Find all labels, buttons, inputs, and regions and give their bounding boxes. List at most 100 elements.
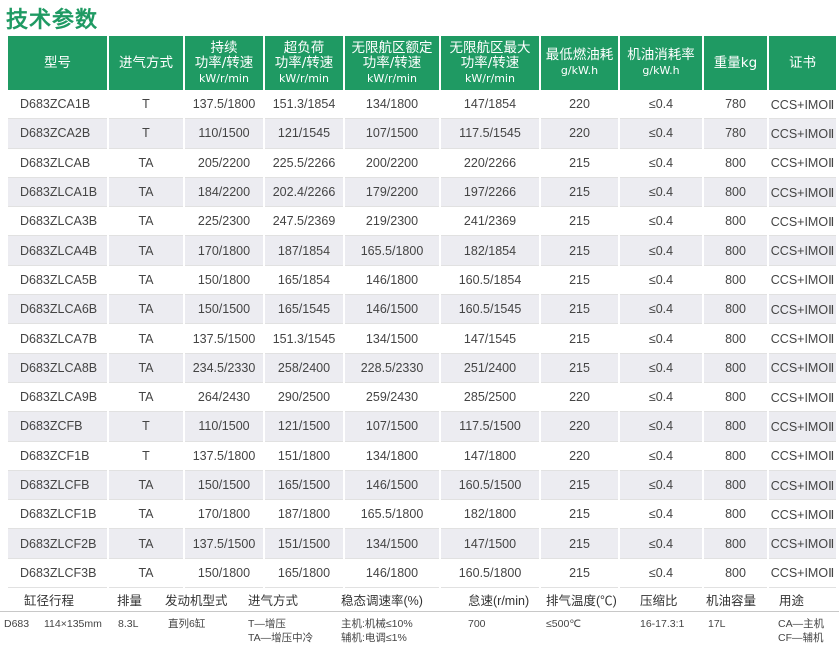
column-header: 超负荷 功率/转速 kW/r/min (265, 36, 343, 90)
table-cell: 107/1500 (345, 412, 439, 442)
column-header-line: 功率/转速 (194, 54, 254, 71)
table-cell: 259/2430 (345, 383, 439, 413)
table-cell: 117.5/1500 (441, 412, 539, 442)
table-cell: TA (109, 529, 183, 559)
exhaust-temp-header: 排气温度(℃) (546, 594, 617, 608)
table-cell: 170/1800 (185, 236, 263, 266)
table-cell: 220 (541, 442, 618, 471)
table-cell: 147/1500 (441, 529, 539, 559)
table-cell: 160.5/1800 (441, 559, 539, 589)
table-header-row: 型号 进气方式 持续 功率/转速 kW/r/min 超负荷 功率/转速 kW/r/min 无限航… (8, 36, 836, 90)
table-cell: 134/1800 (345, 442, 439, 471)
column-header: 最低燃油耗 g/kW.h (541, 36, 618, 90)
table-cell: 151/1800 (265, 442, 343, 471)
table-row: D683ZLCA8B TA 234.5/2330 258/2400 228.5/2330… (8, 353, 836, 383)
table-cell: CCS+IMOⅡ (769, 442, 836, 471)
table-cell: ≤0.4 (620, 266, 702, 296)
table-cell: 220 (541, 119, 618, 149)
table-cell: 202.4/2266 (265, 177, 343, 208)
column-header-line: 最低燃油耗 (545, 47, 614, 63)
column-header: 型号 (8, 36, 107, 90)
table-cell: T (109, 90, 183, 120)
table-cell: 215 (541, 353, 618, 383)
table-cell: 215 (541, 236, 618, 266)
table-cell: 160.5/1500 (441, 470, 539, 501)
table-cell: 160.5/1854 (441, 266, 539, 296)
table-cell: CCS+IMOⅡ (769, 324, 836, 354)
page-title: 技术参数 (6, 8, 99, 33)
table-cell: 151/1500 (265, 529, 343, 559)
table-row: D683ZLCF3B TA 150/1800 165/1800 146/1800 160.… (8, 559, 836, 589)
table-cell: ≤0.4 (620, 470, 702, 501)
table-cell: 165/1545 (265, 295, 343, 325)
table-cell: CCS+IMOⅡ (769, 470, 836, 501)
table-cell: 215 (541, 470, 618, 501)
column-header-line: 型号 (44, 54, 71, 71)
table-cell: ≤0.4 (620, 177, 702, 208)
table-cell: 220/2266 (441, 149, 539, 178)
column-header-line: 功率/转速 (362, 54, 422, 71)
table-cell: 800 (704, 177, 767, 208)
model-cell: D683ZLCF1B (8, 500, 107, 530)
table-cell: 215 (541, 324, 618, 354)
compression-value: 16-17.3:1 (640, 618, 685, 630)
table-cell: 121/1545 (265, 119, 343, 149)
table-cell: 150/1800 (185, 266, 263, 296)
table-cell: 146/1800 (345, 266, 439, 296)
column-header-line: 无限航区最大 (449, 39, 531, 56)
table-cell: 165/1800 (265, 559, 343, 589)
table-cell: 146/1500 (345, 295, 439, 325)
table-cell: TA (109, 295, 183, 325)
table-cell: 215 (541, 266, 618, 296)
table-cell: 187/1800 (265, 500, 343, 530)
table-cell: ≤0.4 (620, 236, 702, 266)
table-cell: 780 (704, 119, 767, 149)
column-header: 持续 功率/转速 kW/r/min (185, 36, 263, 90)
displacement-value: 8.3L (118, 618, 139, 630)
table-cell: 146/1800 (345, 559, 439, 589)
table-cell: 150/1500 (185, 470, 263, 501)
column-header-line: 进气方式 (119, 54, 173, 71)
table-cell: CCS+IMOⅡ (769, 266, 836, 296)
table-cell: TA (109, 383, 183, 413)
table-cell: T (109, 412, 183, 442)
table-cell: 107/1500 (345, 119, 439, 149)
general-specs: 缸径行程 排量 发动机型式 进气方式 稳态调速率(%) 怠速(r/min) 排气… (0, 585, 839, 655)
model-cell: D683ZLCAB (8, 149, 107, 178)
table-cell: 121/1500 (265, 412, 343, 442)
table-cell: 137.5/1500 (185, 529, 263, 559)
displacement-header: 排量 (117, 594, 143, 608)
table-cell: 146/1500 (345, 470, 439, 501)
table-cell: 220 (541, 383, 618, 413)
table-cell: 800 (704, 149, 767, 178)
table-cell: 200/2200 (345, 149, 439, 178)
table-cell: 137.5/1800 (185, 90, 263, 120)
table-cell: 800 (704, 470, 767, 501)
column-header-line: g/kW.h (560, 64, 599, 77)
table-cell: 134/1500 (345, 529, 439, 559)
model-cell: D683ZLCA7B (8, 324, 107, 354)
table-cell: 134/1800 (345, 90, 439, 120)
table-cell: 110/1500 (185, 119, 263, 149)
column-header-line: g/kW.h (642, 64, 680, 77)
table-cell: TA (109, 470, 183, 501)
table-cell: 215 (541, 529, 618, 559)
column-header-line: kW/r/min (465, 71, 515, 85)
table-row: D683ZLCAB TA 205/2200 225.5/2266 200/2200 220… (8, 149, 836, 178)
table-cell: 179/2200 (345, 177, 439, 208)
table-row: D683ZLCA5B TA 150/1800 165/1854 146/1800 160.… (8, 266, 836, 296)
table-cell: 800 (704, 529, 767, 559)
table-cell: TA (109, 236, 183, 266)
table-cell: ≤0.4 (620, 412, 702, 442)
column-header-line: kW/r/min (199, 71, 249, 85)
table-cell: CCS+IMOⅡ (769, 90, 836, 120)
table-cell: 800 (704, 383, 767, 413)
model-cell: D683ZLCA8B (8, 353, 107, 383)
idle-value: 700 (468, 618, 486, 630)
column-header-line: kW/r/min (367, 71, 417, 85)
table-cell: 225/2300 (185, 207, 263, 237)
table-row: D683ZCA1B T 137.5/1800 151.3/1854 134/1800 14… (8, 90, 836, 120)
column-header: 重量kg (704, 36, 767, 90)
table-cell: 220 (541, 412, 618, 442)
table-cell: 800 (704, 500, 767, 530)
